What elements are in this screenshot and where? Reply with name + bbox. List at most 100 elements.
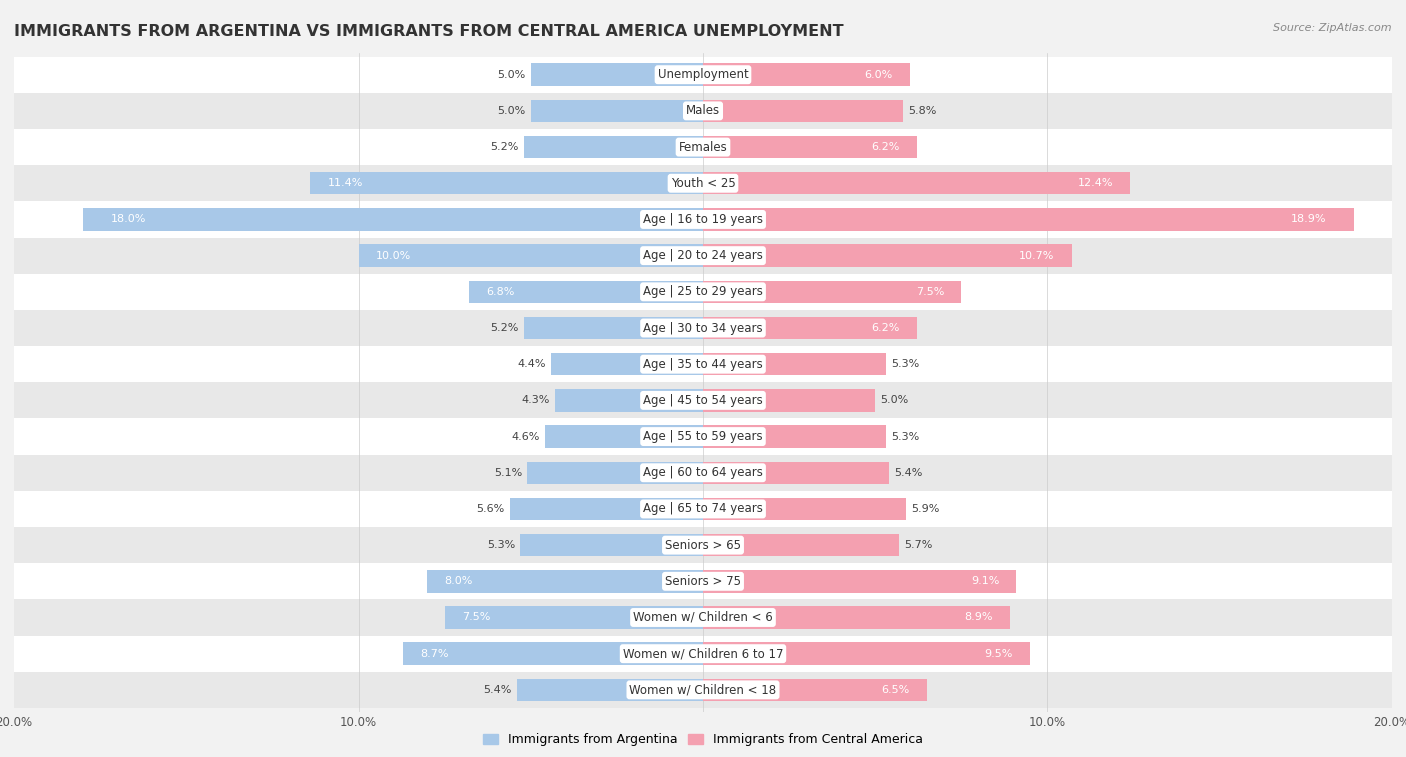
Text: IMMIGRANTS FROM ARGENTINA VS IMMIGRANTS FROM CENTRAL AMERICA UNEMPLOYMENT: IMMIGRANTS FROM ARGENTINA VS IMMIGRANTS … [14,24,844,39]
Bar [703,64,910,86]
Bar [703,570,1017,593]
Text: 6.2%: 6.2% [870,142,900,152]
Bar [14,165,1392,201]
Bar [311,172,703,195]
Bar [14,274,1392,310]
Bar [703,389,875,412]
Text: 5.7%: 5.7% [904,540,934,550]
Text: 5.8%: 5.8% [908,106,936,116]
Text: Age | 16 to 19 years: Age | 16 to 19 years [643,213,763,226]
Bar [703,316,917,339]
Bar [510,497,703,520]
Bar [14,636,1392,671]
Text: 4.4%: 4.4% [517,359,547,369]
Text: 5.3%: 5.3% [891,431,920,441]
Text: 5.2%: 5.2% [491,142,519,152]
Text: Source: ZipAtlas.com: Source: ZipAtlas.com [1274,23,1392,33]
Bar [524,316,703,339]
Text: 5.1%: 5.1% [494,468,522,478]
Bar [703,643,1031,665]
Bar [544,425,703,448]
Bar [527,462,703,484]
Bar [703,462,889,484]
Bar [703,497,907,520]
Text: Females: Females [679,141,727,154]
Bar [444,606,703,629]
Text: 5.9%: 5.9% [911,504,939,514]
Text: Age | 30 to 34 years: Age | 30 to 34 years [643,322,763,335]
Bar [703,679,927,701]
Bar [14,129,1392,165]
Text: Age | 45 to 54 years: Age | 45 to 54 years [643,394,763,407]
Text: 10.0%: 10.0% [375,251,411,260]
Text: 5.6%: 5.6% [477,504,505,514]
Bar [14,346,1392,382]
Text: 5.4%: 5.4% [894,468,922,478]
Text: Age | 25 to 29 years: Age | 25 to 29 years [643,285,763,298]
Bar [14,310,1392,346]
Text: 5.4%: 5.4% [484,685,512,695]
Bar [703,136,917,158]
Text: 7.5%: 7.5% [915,287,945,297]
Bar [703,172,1130,195]
Bar [14,600,1392,636]
Text: 6.5%: 6.5% [882,685,910,695]
Bar [551,353,703,375]
Bar [531,64,703,86]
Legend: Immigrants from Argentina, Immigrants from Central America: Immigrants from Argentina, Immigrants fr… [478,728,928,752]
Bar [14,201,1392,238]
Text: 5.2%: 5.2% [491,323,519,333]
Bar [14,93,1392,129]
Bar [703,606,1010,629]
Bar [531,100,703,122]
Text: Age | 20 to 24 years: Age | 20 to 24 years [643,249,763,262]
Bar [14,455,1392,491]
Bar [404,643,703,665]
Text: Youth < 25: Youth < 25 [671,177,735,190]
Text: 6.2%: 6.2% [870,323,900,333]
Text: 5.0%: 5.0% [498,106,526,116]
Text: Women w/ Children 6 to 17: Women w/ Children 6 to 17 [623,647,783,660]
Bar [524,136,703,158]
Bar [14,491,1392,527]
Bar [703,208,1354,231]
Bar [468,281,703,303]
Text: Women w/ Children < 6: Women w/ Children < 6 [633,611,773,624]
Bar [555,389,703,412]
Bar [14,563,1392,600]
Bar [14,671,1392,708]
Text: 5.3%: 5.3% [486,540,515,550]
Bar [520,534,703,556]
Text: Age | 35 to 44 years: Age | 35 to 44 years [643,358,763,371]
Text: 11.4%: 11.4% [328,178,363,188]
Text: Unemployment: Unemployment [658,68,748,81]
Text: 10.7%: 10.7% [1019,251,1054,260]
Text: 7.5%: 7.5% [461,612,491,622]
Bar [703,100,903,122]
Text: 8.9%: 8.9% [965,612,993,622]
Text: 9.5%: 9.5% [984,649,1012,659]
Bar [14,238,1392,274]
Bar [703,425,886,448]
Bar [703,534,900,556]
Text: Women w/ Children < 18: Women w/ Children < 18 [630,684,776,696]
Bar [14,527,1392,563]
Text: 5.0%: 5.0% [880,395,908,406]
Text: 9.1%: 9.1% [972,576,1000,587]
Text: Age | 55 to 59 years: Age | 55 to 59 years [643,430,763,443]
Bar [427,570,703,593]
Text: Age | 65 to 74 years: Age | 65 to 74 years [643,503,763,516]
Bar [359,245,703,267]
Bar [703,353,886,375]
Text: 6.8%: 6.8% [486,287,515,297]
Text: 18.9%: 18.9% [1291,214,1326,224]
Text: Seniors > 75: Seniors > 75 [665,575,741,587]
Bar [14,382,1392,419]
Text: 5.0%: 5.0% [498,70,526,79]
Bar [703,281,962,303]
Text: 18.0%: 18.0% [111,214,146,224]
Text: Age | 60 to 64 years: Age | 60 to 64 years [643,466,763,479]
Text: Males: Males [686,104,720,117]
Text: Seniors > 65: Seniors > 65 [665,539,741,552]
Text: 6.0%: 6.0% [865,70,893,79]
